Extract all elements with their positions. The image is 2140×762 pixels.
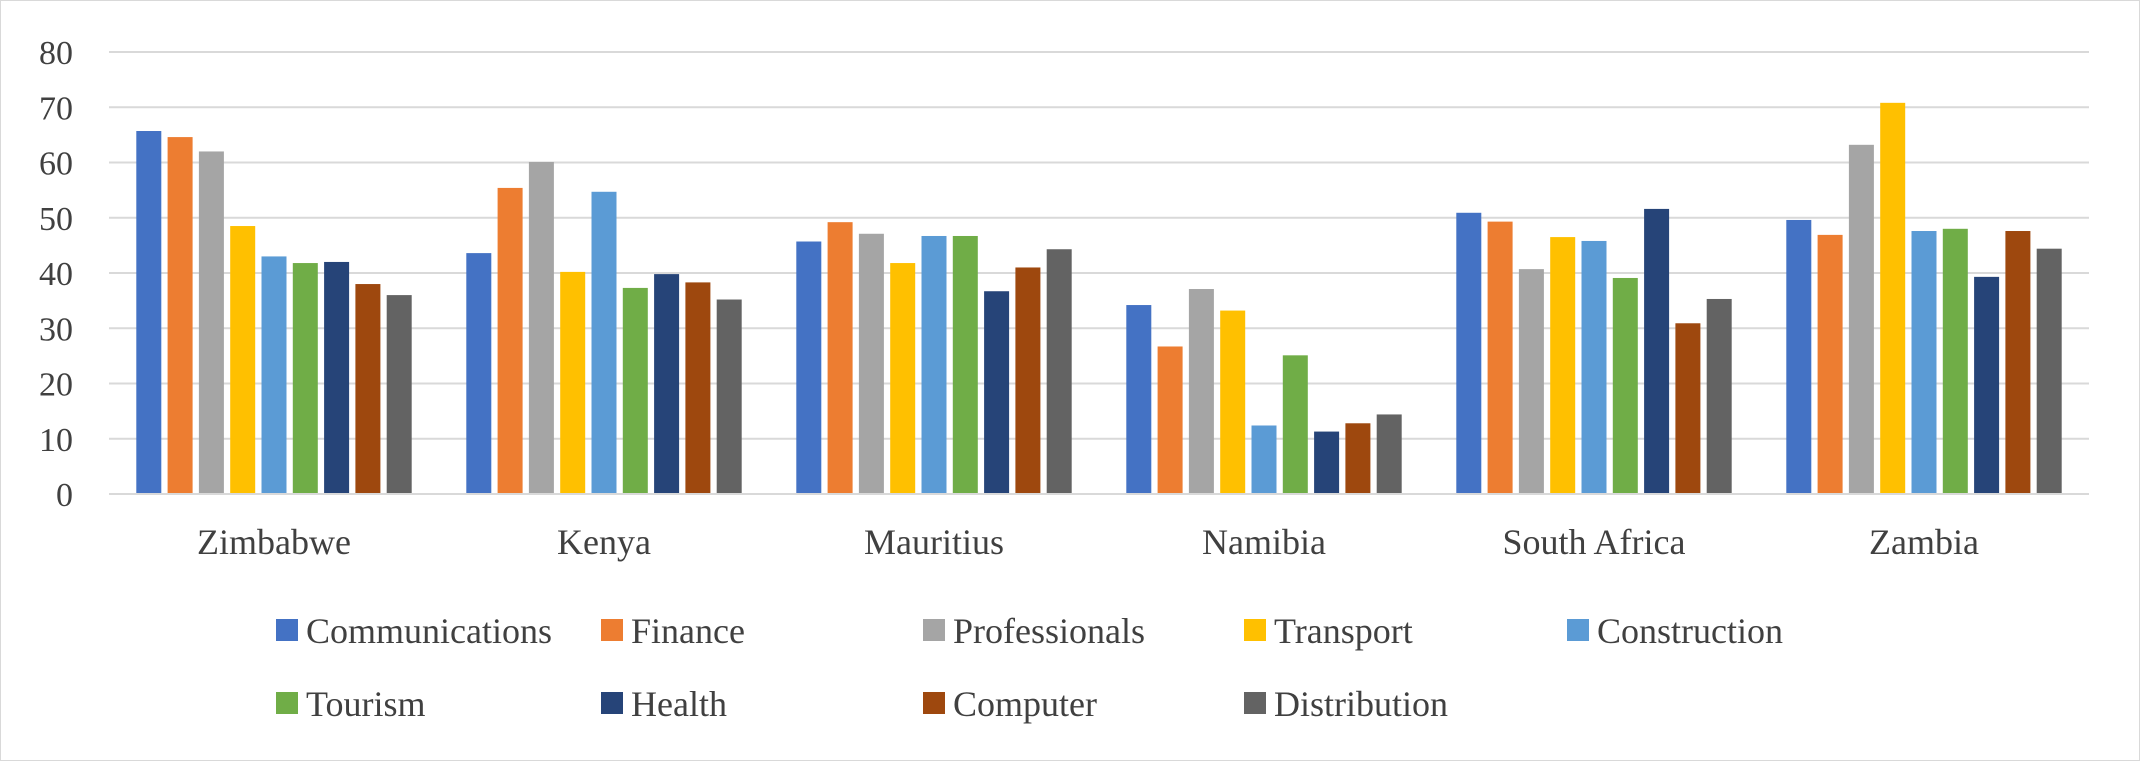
y-tick-label: 70 bbox=[39, 90, 73, 127]
legend-label: Health bbox=[631, 684, 727, 724]
x-category-label: Zambia bbox=[1869, 522, 1979, 562]
legend-label: Transport bbox=[1274, 611, 1413, 651]
legend-label: Computer bbox=[953, 684, 1097, 724]
legend-label: Communications bbox=[306, 611, 552, 651]
bar bbox=[984, 291, 1010, 494]
bar bbox=[261, 256, 287, 494]
bar bbox=[591, 191, 617, 494]
bar bbox=[1314, 431, 1340, 494]
bar bbox=[2005, 231, 2031, 494]
x-category-label: Namibia bbox=[1202, 522, 1326, 562]
bar bbox=[1880, 102, 1906, 494]
bar bbox=[1487, 221, 1513, 494]
bar bbox=[1817, 234, 1843, 494]
bar bbox=[1376, 414, 1402, 494]
bar bbox=[1345, 423, 1371, 494]
bar bbox=[921, 235, 947, 495]
bar bbox=[1550, 237, 1576, 494]
legend-swatch bbox=[923, 619, 945, 641]
bar bbox=[230, 226, 256, 494]
y-tick-label: 60 bbox=[39, 146, 73, 183]
bar bbox=[1911, 231, 1937, 494]
y-tick-label: 30 bbox=[39, 311, 73, 348]
bar bbox=[167, 137, 193, 494]
bar bbox=[1786, 219, 1812, 494]
bar bbox=[796, 241, 822, 494]
bar bbox=[2036, 248, 2062, 494]
y-axis-ticks: 0 10 20 30 40 50 60 70 80 bbox=[39, 35, 73, 514]
legend-swatch bbox=[1567, 619, 1589, 641]
bar bbox=[1974, 276, 2000, 494]
bar bbox=[685, 282, 711, 494]
bar bbox=[1046, 249, 1072, 494]
bar bbox=[1644, 208, 1670, 494]
bar bbox=[1282, 355, 1308, 494]
bar bbox=[292, 263, 318, 494]
legend-label: Professionals bbox=[953, 611, 1145, 651]
y-tick-label: 10 bbox=[39, 422, 73, 459]
legend-label: Finance bbox=[631, 611, 745, 651]
bar bbox=[1456, 212, 1482, 494]
bar bbox=[1942, 228, 1968, 495]
bar bbox=[1518, 269, 1544, 494]
bar bbox=[1581, 240, 1607, 494]
bar bbox=[324, 261, 350, 494]
bar bbox=[386, 295, 412, 494]
y-tick-label: 20 bbox=[39, 367, 73, 404]
bar bbox=[355, 284, 381, 494]
y-tick-label: 50 bbox=[39, 201, 73, 238]
legend-swatch bbox=[601, 692, 623, 714]
bar bbox=[1706, 298, 1732, 494]
y-tick-label: 40 bbox=[39, 256, 73, 293]
bar bbox=[622, 287, 648, 494]
bar bbox=[1675, 323, 1701, 494]
bar bbox=[1848, 144, 1874, 494]
legend: Communications Finance Professionals Transp… bbox=[276, 611, 1783, 724]
x-category-label: South Africa bbox=[1503, 522, 1686, 562]
bar bbox=[858, 233, 884, 494]
bar bbox=[560, 271, 586, 494]
legend-swatch bbox=[923, 692, 945, 714]
bar bbox=[1015, 267, 1041, 494]
legend-label: Construction bbox=[1597, 611, 1783, 651]
bar bbox=[466, 253, 492, 494]
bar bbox=[497, 187, 523, 495]
bar bbox=[952, 235, 978, 495]
legend-swatch bbox=[276, 619, 298, 641]
x-category-label: Mauritius bbox=[864, 522, 1004, 562]
legend-swatch bbox=[276, 692, 298, 714]
gridlines bbox=[109, 51, 2089, 495]
legend-swatch bbox=[601, 619, 623, 641]
bar bbox=[827, 222, 853, 495]
bar bbox=[1612, 277, 1638, 494]
bars bbox=[136, 102, 2062, 495]
bar bbox=[890, 263, 916, 494]
x-category-label: Zimbabwe bbox=[197, 522, 351, 562]
bar bbox=[1188, 289, 1214, 494]
bar bbox=[654, 274, 680, 494]
x-category-label: Kenya bbox=[557, 522, 651, 562]
legend-label: Tourism bbox=[306, 684, 425, 724]
x-axis: Zimbabwe Kenya Mauritius Namibia South Afric… bbox=[109, 493, 2089, 562]
legend-label: Distribution bbox=[1274, 684, 1448, 724]
legend-swatch bbox=[1244, 619, 1266, 641]
bar bbox=[1126, 305, 1152, 494]
bar bbox=[1220, 310, 1246, 494]
bar bbox=[136, 131, 162, 494]
legend-swatch bbox=[1244, 692, 1266, 714]
bar bbox=[716, 299, 742, 494]
bar bbox=[528, 161, 554, 494]
bar bbox=[1157, 346, 1183, 494]
bar bbox=[198, 151, 224, 494]
y-tick-label: 80 bbox=[39, 35, 73, 72]
bar bbox=[1251, 425, 1277, 494]
y-tick-label: 0 bbox=[56, 477, 73, 514]
